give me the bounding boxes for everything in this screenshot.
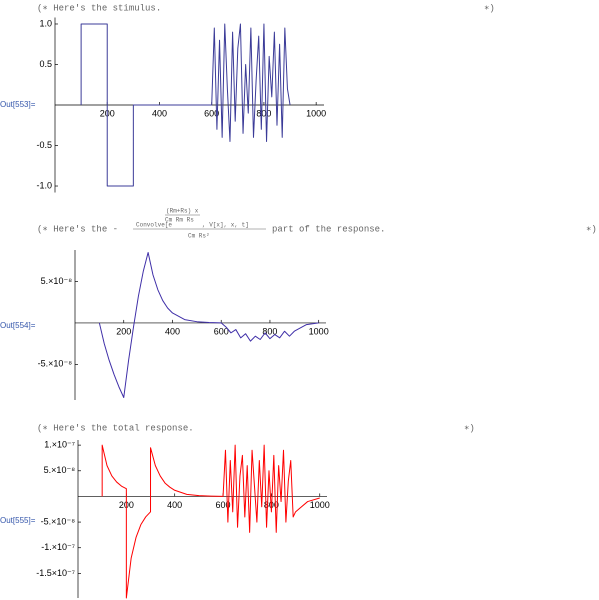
y-tick-label: -1.×10⁻⁷ xyxy=(41,542,75,552)
comment: (∗ Here's the - xyxy=(37,224,118,234)
y-tick-label: 5.×10⁻⁸ xyxy=(44,465,76,475)
y-tick-label: -1.0 xyxy=(36,180,52,190)
comment-end: ∗) xyxy=(586,224,597,234)
data-line xyxy=(101,444,320,599)
x-tick-label: 600 xyxy=(204,108,219,118)
comment-end: ∗) xyxy=(484,3,495,13)
comment-end: ∗) xyxy=(464,423,475,433)
out-label: Out[554]= xyxy=(0,321,36,330)
y-tick-label: -0.5 xyxy=(36,140,52,150)
comment: (∗ Here's the total response. xyxy=(37,423,194,433)
out-label: Out[555]= xyxy=(0,516,36,525)
formula: Cm Rs² xyxy=(188,233,210,240)
x-tick-label: 600 xyxy=(216,500,231,510)
formula: , V[x], x, t] xyxy=(202,222,249,229)
x-tick-label: 600 xyxy=(214,326,229,336)
data-line xyxy=(98,251,319,399)
comment: part of the response. xyxy=(272,224,385,234)
x-tick-label: 1000 xyxy=(310,500,330,510)
y-tick-label: 1.×10⁻⁷ xyxy=(44,440,75,450)
formula: Cm Rm Rs xyxy=(165,217,194,224)
y-tick-label: -1.5×10⁻⁷ xyxy=(36,568,75,578)
comment: (∗ Here's the stimulus. xyxy=(37,3,161,13)
out-label: Out[553]= xyxy=(0,100,36,109)
y-tick-label: 5.×10⁻⁸ xyxy=(41,276,73,286)
x-tick-label: 200 xyxy=(116,326,131,336)
x-tick-label: 800 xyxy=(256,108,271,118)
y-tick-label: 0.5 xyxy=(39,59,52,69)
x-tick-label: 400 xyxy=(167,500,182,510)
formula: Convolve[e xyxy=(136,222,172,229)
data-line xyxy=(80,23,291,187)
y-tick-label: -5.×10⁻⁸ xyxy=(38,359,73,369)
formula: (Rm+Rs) x xyxy=(166,208,199,215)
y-tick-label: 1.0 xyxy=(39,18,52,28)
x-tick-label: 400 xyxy=(152,108,167,118)
x-tick-label: 1000 xyxy=(309,326,329,336)
x-tick-label: 800 xyxy=(262,326,277,336)
x-tick-label: 1000 xyxy=(306,108,326,118)
x-tick-label: 400 xyxy=(165,326,180,336)
y-tick-label: -5.×10⁻⁸ xyxy=(41,516,76,526)
